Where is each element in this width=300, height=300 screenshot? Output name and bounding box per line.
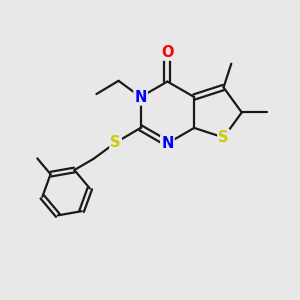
- Text: S: S: [218, 130, 229, 145]
- Text: N: N: [134, 89, 147, 104]
- Text: N: N: [161, 136, 174, 151]
- Text: S: S: [110, 135, 121, 150]
- Text: O: O: [161, 45, 174, 60]
